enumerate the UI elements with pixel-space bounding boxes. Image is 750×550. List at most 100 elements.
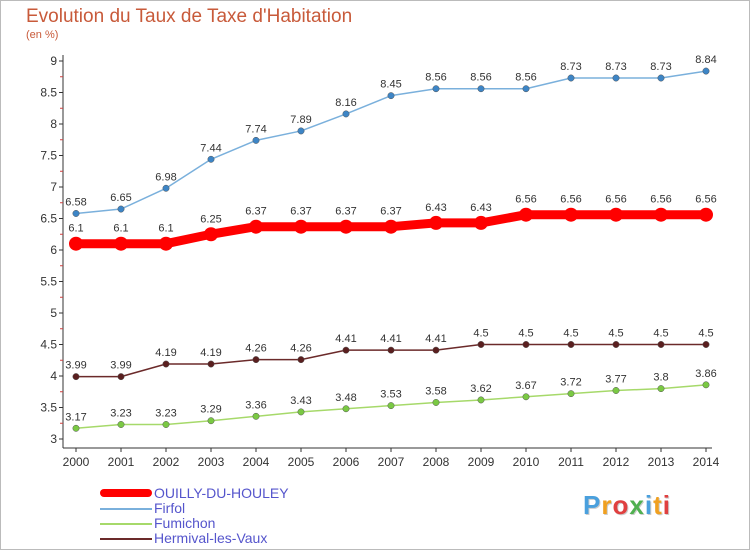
data-label: 3.48 — [335, 392, 356, 404]
data-label: 4.41 — [425, 333, 446, 345]
data-label: 3.17 — [65, 411, 86, 423]
y-tick-label: 4 — [50, 369, 57, 383]
data-label: 6.98 — [155, 171, 176, 183]
data-point — [162, 184, 170, 192]
data-label: 6.58 — [65, 196, 86, 208]
logo-letter: P — [583, 490, 602, 520]
logo-letter: x — [629, 490, 645, 520]
x-tick-label: 2005 — [288, 455, 315, 469]
data-label: 4.19 — [200, 347, 221, 359]
legend-label-fumichon: Fumichon — [154, 515, 216, 531]
y-tick-label: 8 — [50, 117, 57, 131]
logo-letter: t — [653, 490, 663, 520]
data-point — [342, 346, 350, 354]
data-point — [252, 412, 260, 420]
data-label: 6.56 — [515, 194, 536, 206]
x-tick-label: 2009 — [468, 455, 495, 469]
logo-letter: o — [612, 490, 630, 520]
data-point — [297, 127, 305, 135]
data-point — [474, 215, 488, 230]
data-label: 7.44 — [200, 142, 221, 154]
data-point — [162, 360, 170, 368]
x-tick-label: 2000 — [63, 455, 90, 469]
data-label: 7.89 — [290, 114, 311, 126]
data-label: 3.8 — [653, 372, 668, 384]
data-label: 3.77 — [605, 373, 626, 385]
legend-swatch-fumichon — [100, 523, 152, 525]
data-label: 3.23 — [110, 408, 131, 420]
y-tick-label: 5 — [50, 306, 57, 320]
data-point — [699, 207, 713, 222]
data-point — [297, 408, 305, 416]
data-labels: 6.58 6.65 6.98 7.44 7.74 7.89 8.16 8.45 8.56 8.56… — [65, 54, 716, 423]
data-point — [342, 110, 350, 118]
data-point — [657, 385, 665, 393]
x-tick-label: 2010 — [513, 455, 540, 469]
data-label: 3.29 — [200, 404, 221, 416]
y-tick-label: 4.5 — [40, 338, 57, 352]
data-point — [477, 341, 485, 348]
chart-unit-label: (en %) — [26, 29, 59, 41]
data-point — [117, 421, 125, 428]
x-tick-label: 2011 — [558, 455, 584, 469]
data-point — [204, 227, 218, 242]
data-label: 4.5 — [653, 328, 668, 340]
data-point — [702, 381, 710, 389]
x-tick-label: 2012 — [603, 455, 630, 469]
data-point — [114, 236, 128, 251]
data-label: 6.37 — [290, 206, 311, 218]
data-label: 6.56 — [650, 194, 671, 206]
data-point — [567, 341, 575, 348]
data-label: 4.41 — [380, 333, 401, 345]
logo-letter: r — [601, 490, 613, 520]
data-label: 6.1 — [68, 223, 83, 235]
data-point — [609, 207, 623, 222]
data-point — [72, 210, 80, 217]
data-label: 6.25 — [200, 213, 221, 225]
data-point — [387, 346, 395, 354]
data-point — [252, 356, 260, 364]
data-point — [522, 341, 530, 348]
data-point — [159, 236, 173, 251]
x-tick-label: 2002 — [153, 455, 180, 469]
x-tick-label: 2007 — [378, 455, 405, 469]
data-point — [429, 215, 443, 230]
y-tick-label: 9 — [50, 54, 57, 68]
x-tick-label: 2008 — [423, 455, 450, 469]
data-label: 6.43 — [470, 202, 491, 214]
x-tick-label: 2013 — [648, 455, 675, 469]
data-label: 4.5 — [608, 328, 623, 340]
data-point — [207, 417, 215, 425]
y-tick-label: 3.5 — [40, 401, 57, 415]
data-label: 3.86 — [695, 368, 716, 380]
data-label: 6.43 — [425, 202, 446, 214]
legend-swatch-ouilly — [100, 489, 152, 497]
legend-label-firfol: Firfol — [154, 500, 186, 516]
data-point — [294, 219, 308, 234]
data-point — [702, 341, 710, 348]
data-point — [207, 155, 215, 163]
data-label: 3.72 — [560, 377, 581, 389]
data-point — [297, 356, 305, 364]
y-tick-label: 6.5 — [40, 212, 57, 226]
data-label: 4.26 — [245, 343, 266, 355]
data-point — [519, 207, 533, 222]
data-label: 3.36 — [245, 399, 266, 411]
logo-letter: i — [644, 490, 654, 520]
axes: 3 3.5 4 4.5 5 5.5 6 6.5 7 7.5 8 8.5 9 2000 2001 2002 200… — [40, 54, 719, 469]
x-tick-label: 2001 — [108, 455, 135, 469]
x-tick-label: 2003 — [198, 455, 225, 469]
data-point — [432, 399, 440, 406]
logo-letter: i — [662, 490, 671, 520]
data-label: 6.65 — [110, 192, 131, 204]
data-label: 3.23 — [155, 408, 176, 420]
data-point — [612, 387, 620, 394]
data-point — [567, 390, 575, 398]
data-label: 6.37 — [380, 206, 401, 218]
data-point — [477, 85, 485, 93]
proxiti-logo[interactable]: Proxiti — [583, 490, 671, 521]
y-tick-label: 5.5 — [40, 275, 57, 289]
data-point — [339, 219, 353, 234]
